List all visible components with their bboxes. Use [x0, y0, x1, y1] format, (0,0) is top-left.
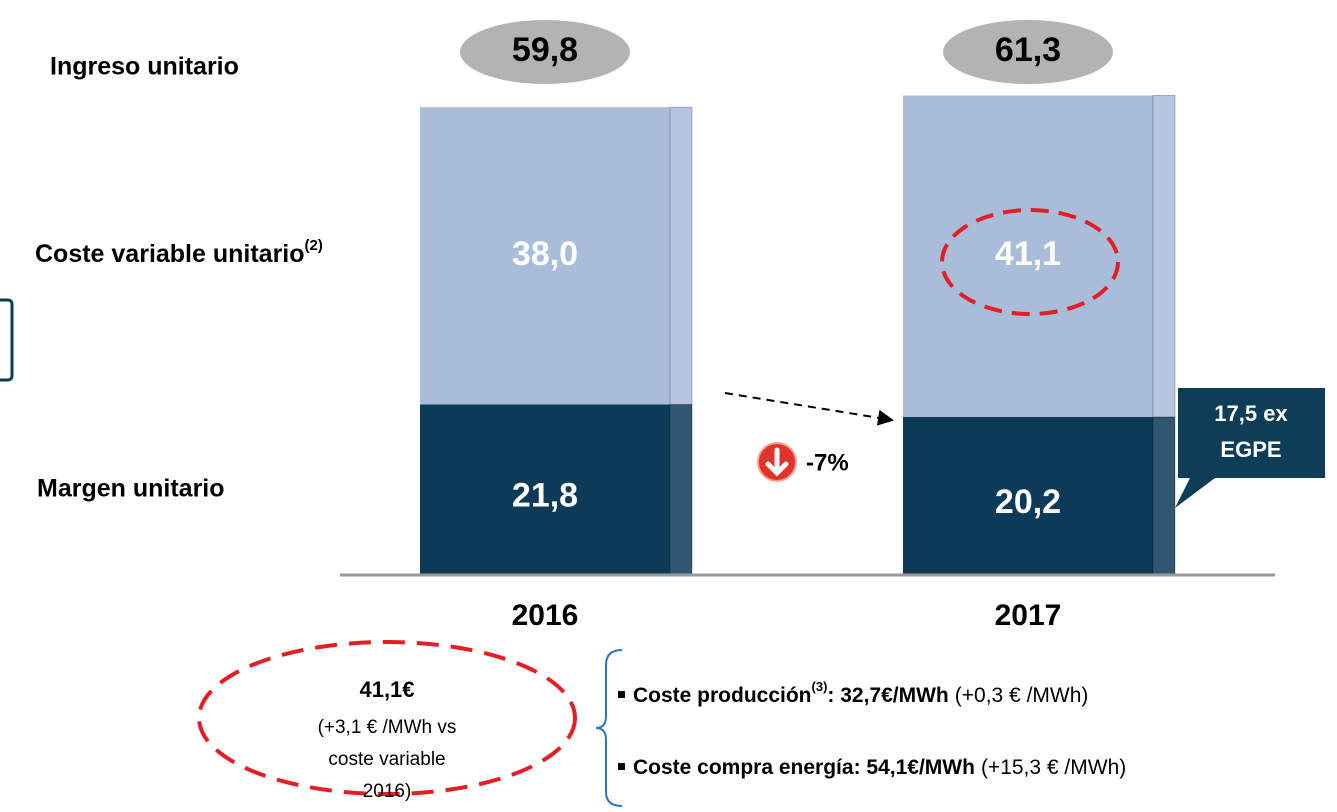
note-line: coste variable — [328, 749, 445, 770]
total-badge — [943, 20, 1113, 84]
bullet — [618, 691, 625, 698]
note-line: 2016) — [363, 781, 412, 802]
callout-text: 17,5 ex — [1214, 401, 1288, 426]
bar-segment — [903, 416, 1153, 575]
row-label: Ingreso unitario — [50, 53, 239, 81]
value-label: 38,0 — [512, 235, 578, 273]
edge-box — [0, 298, 14, 382]
row-label: Coste variable unitario(2) — [35, 237, 323, 268]
down-icon-arrow — [765, 447, 789, 477]
value-label: 20,2 — [995, 483, 1061, 521]
bar-side — [1152, 94, 1176, 418]
brace — [595, 649, 623, 807]
bar-segment — [903, 95, 1153, 417]
total-label: 59,8 — [512, 31, 578, 69]
row-label-text: Coste variable unitario — [35, 240, 305, 268]
bullet-value: : 32,7€/MWh — [827, 684, 948, 707]
bullet-text: Coste producción(3): 32,7€/MWh (+0,3 € /M… — [633, 679, 1088, 706]
bullet-text: Coste compra energía: 54,1€/MWh (+15,3 € … — [633, 756, 1126, 779]
total-badge — [460, 20, 630, 84]
bars — [420, 94, 1176, 576]
highlight-ellipse — [940, 208, 1120, 316]
trend-arrow — [724, 392, 894, 426]
callout-text: EGPE — [1220, 437, 1281, 462]
x-tick-label: 2016 — [512, 599, 579, 632]
change-label: -7% — [806, 449, 849, 476]
bullet-label: Coste producción — [633, 684, 812, 707]
bullet — [618, 763, 625, 770]
callout-box — [1175, 388, 1325, 508]
bullet-delta: (+0,3 € /MWh) — [955, 684, 1089, 707]
value-label: 21,8 — [512, 477, 578, 515]
total-label: 61,3 — [995, 31, 1061, 69]
bar-side — [1152, 416, 1176, 576]
note-headline: 41,1€ — [359, 677, 414, 702]
note-ellipse — [197, 640, 577, 796]
note-line: (+3,1 € /MWh vs — [318, 717, 457, 738]
bullet-label: Coste compra energía: 54,1€/MWh — [633, 756, 975, 779]
bullet-delta: (+15,3 € /MWh) — [981, 756, 1126, 779]
row-label: Margen unitario — [37, 475, 225, 503]
bar-segment — [420, 107, 670, 405]
superscript: (2) — [305, 237, 323, 254]
x-tick-label: 2017 — [995, 599, 1062, 632]
value-label: 41,1 — [995, 235, 1061, 273]
bar-side — [669, 106, 693, 405]
superscript: (3) — [812, 679, 828, 694]
bar-segment — [420, 404, 670, 575]
bar-side — [669, 403, 693, 576]
